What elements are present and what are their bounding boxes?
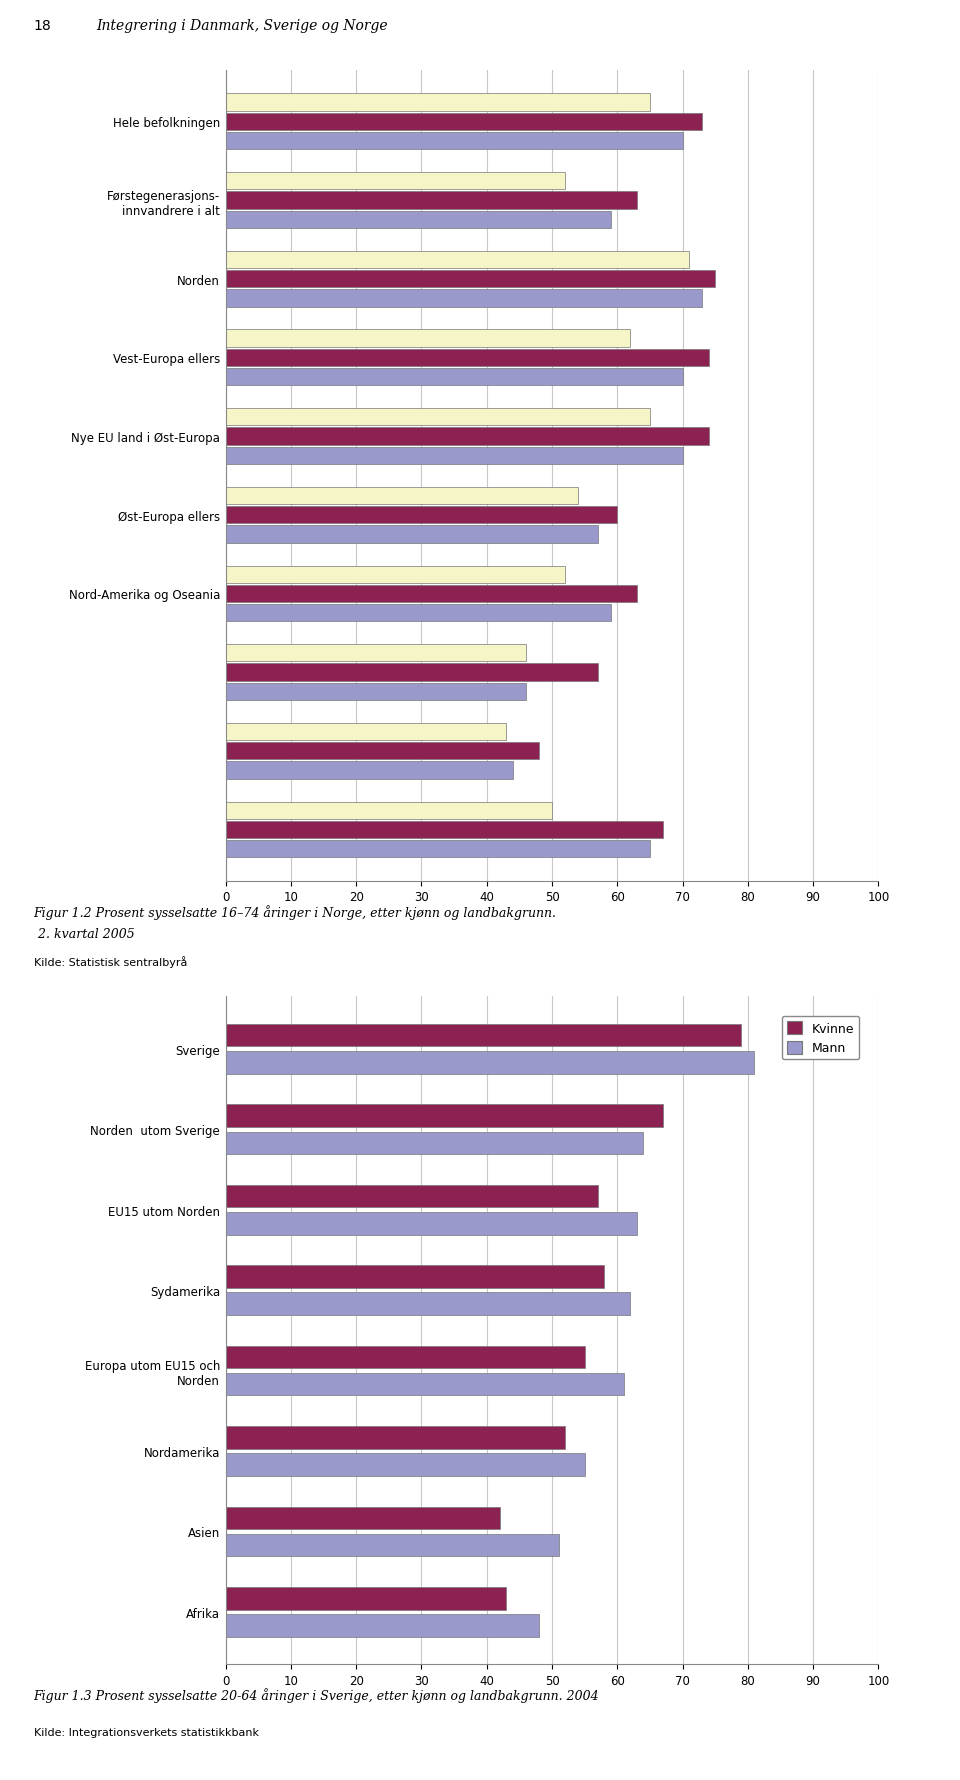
Text: Integrering i Danmark, Sverige og Norge: Integrering i Danmark, Sverige og Norge: [96, 20, 388, 32]
Bar: [226, 821, 663, 838]
Text: Kilde: Integrationsverkets statistikkbank: Kilde: Integrationsverkets statistikkban…: [34, 1727, 258, 1737]
Bar: [226, 1212, 636, 1235]
Text: 18: 18: [34, 20, 51, 32]
Bar: [226, 1614, 539, 1638]
Bar: [226, 605, 611, 621]
Bar: [226, 1266, 604, 1289]
Bar: [226, 566, 565, 584]
Bar: [226, 1506, 500, 1529]
Bar: [226, 1132, 643, 1155]
Bar: [226, 192, 636, 210]
Bar: [226, 1105, 663, 1127]
Text: Figur 1.2 Prosent sysselsatte 16–74 åringer i Norge, etter kjønn og landbakgrunn: Figur 1.2 Prosent sysselsatte 16–74 årin…: [34, 904, 557, 918]
Bar: [226, 1454, 585, 1476]
Text: Figur 1.3 Prosent sysselsatte 20-64 åringer i Sverige, etter kjønn og landbakgru: Figur 1.3 Prosent sysselsatte 20-64 årin…: [34, 1687, 599, 1702]
Bar: [226, 644, 526, 662]
Bar: [226, 664, 598, 682]
Bar: [226, 368, 683, 386]
Bar: [226, 1292, 631, 1315]
Bar: [226, 94, 650, 112]
Bar: [226, 349, 708, 367]
Bar: [226, 271, 715, 288]
Bar: [226, 1023, 741, 1047]
Bar: [226, 840, 650, 858]
Bar: [226, 173, 565, 190]
Bar: [226, 212, 611, 230]
Bar: [226, 507, 617, 523]
Bar: [226, 1534, 559, 1556]
Bar: [226, 409, 650, 425]
Legend: Kvinne, Mann: Kvinne, Mann: [781, 1016, 859, 1059]
Bar: [226, 1346, 585, 1369]
Bar: [226, 803, 552, 819]
Bar: [226, 586, 636, 603]
Bar: [226, 527, 598, 543]
Bar: [226, 1185, 598, 1207]
Bar: [226, 134, 683, 150]
Bar: [226, 684, 526, 701]
Bar: [226, 1052, 755, 1073]
Bar: [226, 290, 702, 308]
Bar: [226, 762, 513, 780]
Text: Kilde: Statistisk sentralbyrå: Kilde: Statistisk sentralbyrå: [34, 956, 187, 968]
Bar: [226, 1588, 506, 1609]
Text: 2. kvartal 2005: 2. kvartal 2005: [34, 927, 134, 940]
Bar: [226, 723, 506, 740]
Bar: [226, 488, 578, 506]
Bar: [226, 251, 689, 269]
Bar: [226, 742, 539, 760]
Bar: [226, 1426, 565, 1449]
Bar: [226, 447, 683, 465]
Bar: [226, 1372, 624, 1396]
Bar: [226, 114, 702, 132]
Bar: [226, 331, 631, 347]
Bar: [226, 429, 708, 445]
